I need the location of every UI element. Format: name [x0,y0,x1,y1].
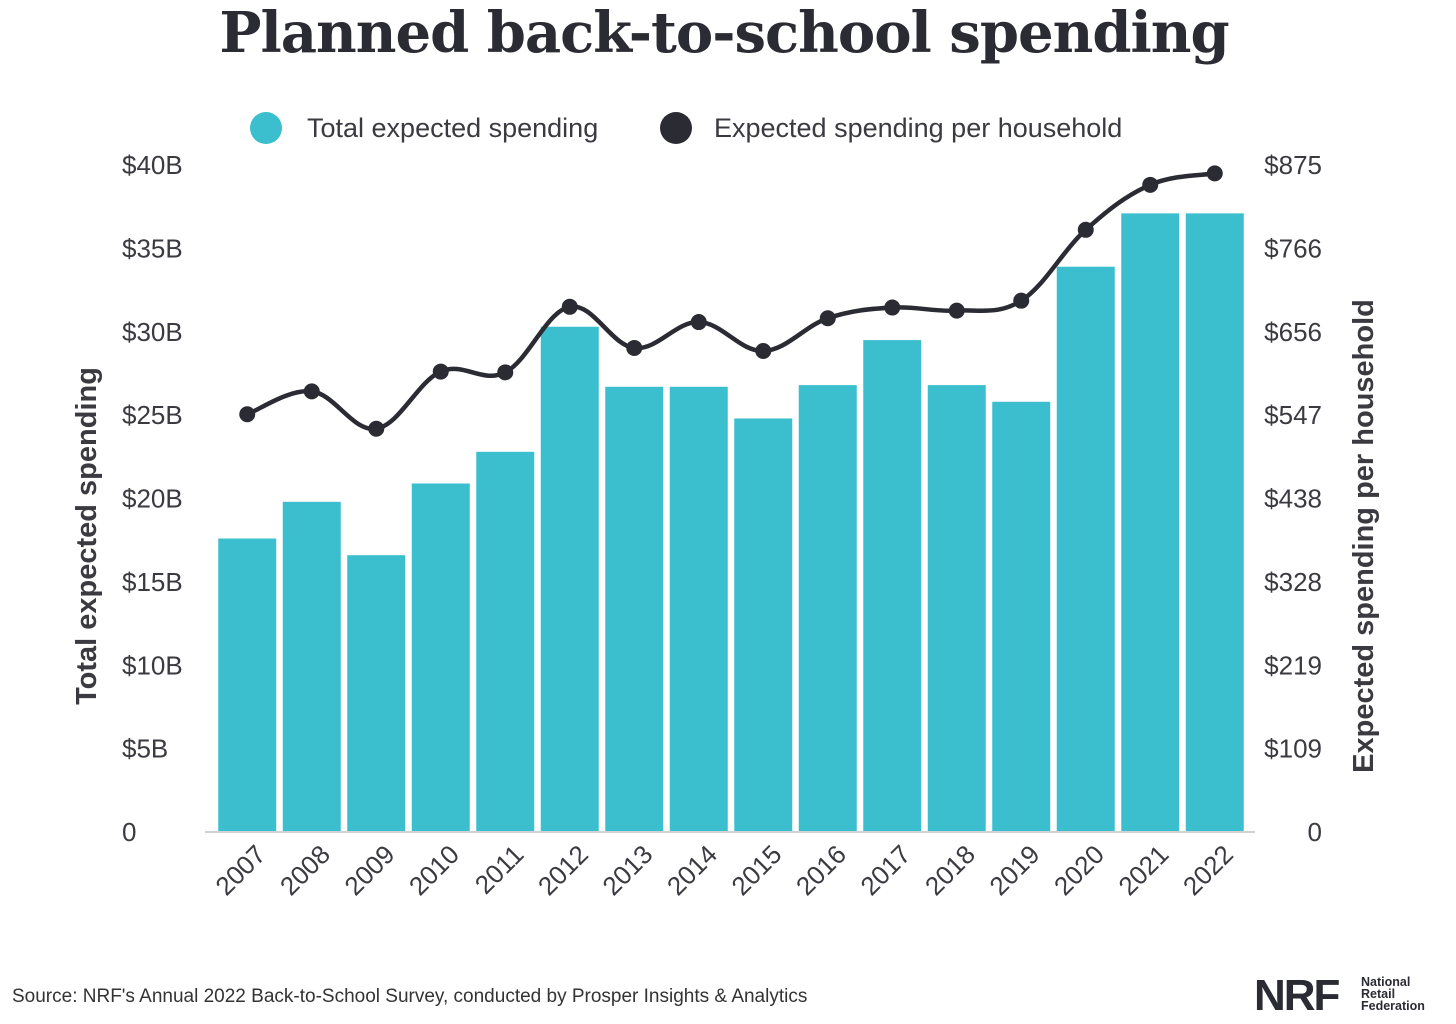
point-2018 [948,302,965,319]
y-tick-label: $10B [122,650,183,680]
bar-2019 [992,401,1051,832]
y2-tick-label: $219 [1264,650,1322,680]
y-tick-label: $30B [122,317,183,347]
y2-tick-label: $328 [1264,567,1322,597]
bar-2015 [734,418,793,832]
y-axis-title: Total expected spending [71,367,103,705]
bar-2007 [218,538,277,832]
nrf-logo: NRF National Retail Federation [1254,971,1425,1020]
legend-label-household: Expected spending per household [714,113,1122,143]
x-tick-label: 2018 [919,839,981,901]
x-axis-ticks: 2007 2008 2009 2010 2011 2012 2013 2014 2015 2016… [209,839,1239,901]
bar-2013 [605,386,664,832]
bar-2022 [1185,213,1244,833]
point-2019 [1013,292,1030,309]
logo-line-1: National [1361,975,1410,989]
y2-tick-label: $875 [1264,150,1322,180]
bar-2011 [476,451,535,832]
x-tick-label: 2009 [338,839,400,901]
bar-2017 [863,340,922,832]
x-tick-label: 2017 [854,839,916,901]
chart-title: Planned back-to-school spending [219,0,1228,66]
bar-2018 [927,385,986,832]
point-2008 [303,383,320,400]
point-2021 [1142,176,1159,193]
x-tick-label: 2011 [469,839,530,900]
x-tick-label: 2016 [790,839,852,901]
bar-2021 [1121,213,1180,833]
point-2022 [1206,165,1223,182]
x-tick-label: 2015 [725,839,787,901]
bar-2010 [411,483,470,832]
y-tick-label: $25B [122,400,183,430]
y2-tick-label: 0 [1308,817,1322,847]
x-tick-label: 2013 [596,839,658,901]
legend-swatch-bars [250,112,282,144]
bars [218,213,1244,833]
x-tick-label: 2022 [1177,839,1239,901]
y2-tick-label: $547 [1264,400,1322,430]
logo-line-2: Retail [1361,987,1395,1001]
y-axis-ticks: 0 $5B $10B $15B $20B $25B $30B $35B $40B [122,150,183,847]
point-2007 [239,406,256,423]
y2-axis-ticks: 0 $109 $219 $328 $438 $547 $656 $766 $875 [1264,150,1322,847]
point-2013 [626,339,643,356]
point-2016 [819,310,836,327]
bar-2014 [669,386,728,832]
legend: Total expected spending Expected spendin… [250,112,1122,144]
bar-2020 [1056,266,1115,832]
point-2012 [561,298,578,315]
x-tick-label: 2010 [403,839,465,901]
y2-axis-title: Expected spending per household [1348,299,1380,773]
y2-tick-label: $438 [1264,484,1322,514]
bar-2008 [282,501,341,832]
bar-2012 [540,326,599,832]
x-tick-label: 2008 [274,839,336,901]
bar-2016 [798,385,857,832]
x-tick-label: 2019 [983,839,1045,901]
logo-line-3: Federation [1361,999,1425,1013]
household-spending-line [246,171,1216,432]
x-tick-label: 2014 [661,839,723,901]
y-tick-label: $40B [122,150,183,180]
x-tick-label: 2012 [532,839,594,901]
point-2015 [755,342,772,359]
point-2014 [690,314,707,331]
point-2009 [368,420,385,437]
household-spending-points [239,165,1223,437]
point-2011 [497,364,514,381]
y2-tick-label: $766 [1264,233,1322,263]
y2-tick-label: $656 [1264,317,1322,347]
x-tick-label: 2007 [209,839,271,901]
logo-mark: NRF [1254,971,1340,1020]
x-tick-label: 2021 [1112,839,1174,901]
x-tick-label: 2020 [1048,839,1110,901]
legend-label-total: Total expected spending [307,113,598,143]
bar-2009 [347,555,406,832]
point-2017 [884,299,901,316]
y-tick-label: $5B [122,734,168,764]
y-tick-label: $35B [122,233,183,263]
y-tick-label: 0 [122,817,136,847]
source-note: Source: NRF's Annual 2022 Back-to-School… [12,986,807,1007]
point-2020 [1077,221,1094,238]
legend-swatch-line [660,112,692,144]
y2-tick-label: $109 [1264,734,1322,764]
y-tick-label: $20B [122,484,183,514]
point-2010 [432,363,449,380]
y-tick-label: $15B [122,567,183,597]
